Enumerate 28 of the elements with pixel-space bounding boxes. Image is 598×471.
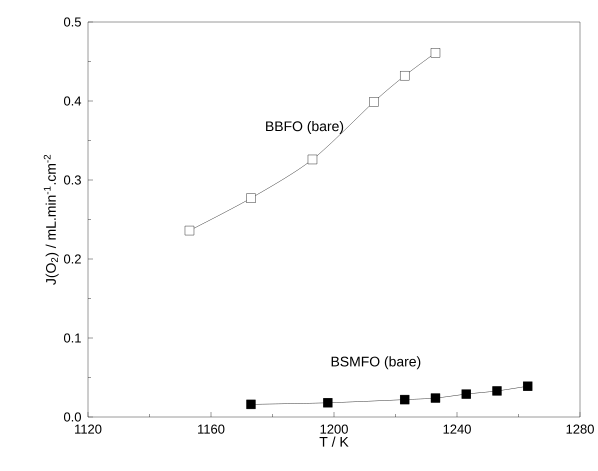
point: [184, 226, 194, 236]
point: [462, 389, 471, 399]
x-tick-label: 1280: [566, 424, 594, 434]
x-axis-title: T / K: [320, 436, 349, 447]
x-tick-label: 1240: [444, 424, 471, 434]
series-label: BSMFO (bare): [332, 356, 420, 370]
y-tick-label: 0.4: [64, 96, 82, 106]
point: [430, 393, 440, 403]
point: [246, 193, 256, 203]
y-tick-label: 0.2: [64, 254, 81, 264]
x-tick-label: 1160: [198, 424, 224, 434]
point: [523, 381, 532, 391]
y-tick-label: 0.3: [64, 175, 81, 185]
point: [400, 394, 410, 404]
point: [430, 48, 440, 58]
point: [308, 154, 318, 164]
x-tick-label: 1200: [320, 424, 348, 434]
point: [369, 97, 379, 106]
point: [246, 400, 256, 410]
series-label: BBFO (bare): [266, 120, 344, 134]
point: [492, 386, 502, 396]
point: [400, 71, 410, 80]
y-tick-label: 0.1: [64, 333, 81, 343]
y-tick-label: 0.0: [64, 412, 81, 422]
point: [323, 398, 333, 408]
y-tick-label: 0.5: [64, 17, 81, 27]
y-axis-title: J(O$_{2}$) / mL.min$^{-1}$.cm$^{-2}$: [44, 154, 59, 285]
x-tick-label: 1120: [75, 424, 102, 434]
